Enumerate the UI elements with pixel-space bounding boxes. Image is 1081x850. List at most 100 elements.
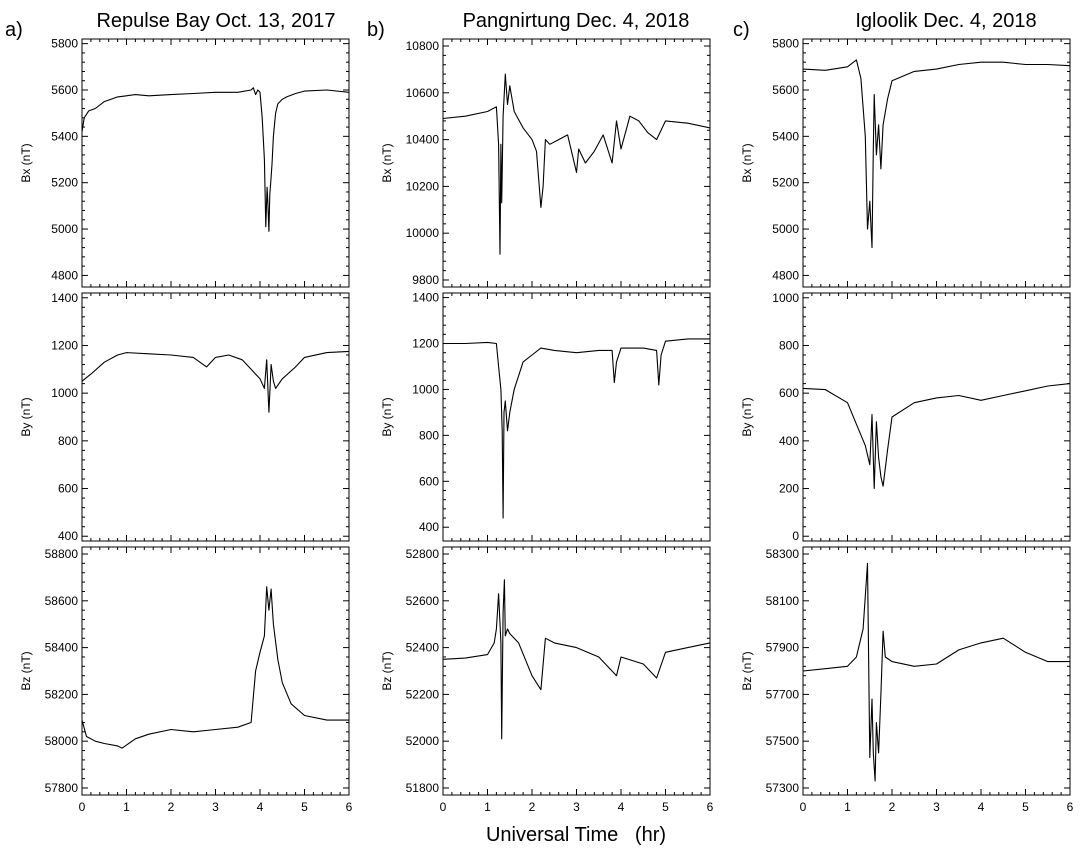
pangnirtung-bz-xtick-label: 0 <box>440 800 447 814</box>
pangnirtung-by-ytick-label: 800 <box>419 428 439 442</box>
igloolik-bz-xtick-label: 6 <box>1067 800 1074 814</box>
pangnirtung-bx-ytick-label: 10800 <box>406 39 440 53</box>
igloolik-bz-panel: 57300 57500 57700 57900 58100 58300 0 1 2 3 4 5 6 Bz … <box>740 546 1074 814</box>
pangnirtung-bz-xtick-label: 5 <box>662 800 669 814</box>
igloolik-bz-frame <box>802 546 1071 796</box>
repulse-bay-by-frame <box>81 292 350 542</box>
repulse-bay-bx-ytick-label: 5400 <box>51 129 78 143</box>
igloolik-bz-ytick-label: 57900 <box>766 641 800 655</box>
pangnirtung-by-ytick-label: 400 <box>419 520 439 534</box>
pangnirtung-by-ylabel: By (nT) <box>380 397 394 436</box>
repulse-bay-by-ytick-label: 600 <box>58 482 78 496</box>
igloolik-by-panel: 0 200 400 600 800 1000 By (nT) <box>740 291 1071 543</box>
igloolik-by-frame <box>802 292 1071 542</box>
pangnirtung-bx-ytick-label: 10600 <box>406 86 440 100</box>
igloolik-bz-xtick-label: 5 <box>1022 800 1029 814</box>
igloolik-by-trace <box>802 383 1071 490</box>
repulse-bay-bx-ytick-label: 5800 <box>51 37 78 51</box>
repulse-bay-bz-xtick-label: 5 <box>301 800 308 814</box>
repulse-bay-bx-ytick-label: 5600 <box>51 83 78 97</box>
igloolik-bx-ytick-label: 5400 <box>772 129 799 143</box>
pangnirtung-bz-ytick-label: 52800 <box>406 547 440 561</box>
pangnirtung-bx-ytick-label: 9800 <box>412 273 439 287</box>
pangnirtung-by-trace <box>443 338 710 519</box>
igloolik-bz-xtick-label: 1 <box>844 800 851 814</box>
repulse-bay-by-ytick-label: 1400 <box>51 291 78 305</box>
pangnirtung-bx-panel: 9800 10000 10200 10400 10600 10800 Bx (nT) <box>380 38 711 288</box>
pangnirtung-bz-xtick-label: 6 <box>707 800 714 814</box>
repulse-bay-bz-panel: 57800 58000 58200 58400 58600 58800 0 1 2 3 4 5 6 Bz … <box>19 546 353 814</box>
igloolik-bz-xtick-label: 3 <box>933 800 940 814</box>
repulse-bay-by-ytick-label: 1200 <box>51 338 78 352</box>
pangnirtung-bz-trace <box>442 579 711 740</box>
igloolik-by-ytick-label: 0 <box>792 529 799 543</box>
repulse-bay-bz-ytick-label: 58000 <box>45 734 79 748</box>
repulse-bay-bz-ytick-label: 58200 <box>45 687 79 701</box>
repulse-bay-bz-xtick-label: 1 <box>123 800 130 814</box>
pangnirtung-bz-ytick-label: 52200 <box>406 687 440 701</box>
pangnirtung-bz-xtick-label: 2 <box>529 800 536 814</box>
x-axis-label: Universal Time (hr) <box>486 824 666 846</box>
igloolik-bx-trace <box>802 59 1071 249</box>
igloolik-bz-ytick-label: 57300 <box>766 781 800 795</box>
title-pangnirtung: Pangnirtung Dec. 4, 2018 <box>463 10 690 32</box>
repulse-bay-bz-xtick-label: 3 <box>212 800 219 814</box>
pangnirtung-by-ytick-label: 1400 <box>412 291 439 305</box>
igloolik-by-ytick-label: 200 <box>779 482 799 496</box>
pangnirtung-by-panel: 400 600 800 1000 1200 1400 By (nT) <box>380 291 711 542</box>
pangnirtung-bz-panel: 51800 52000 52200 52400 52600 52800 0 1 2 3 4 5 6 Bz … <box>380 546 714 814</box>
igloolik-bz-ylabel: Bz (nT) <box>740 651 754 690</box>
pangnirtung-bx-ytick-label: 10400 <box>406 133 440 147</box>
igloolik-bx-ytick-label: 4800 <box>772 268 799 282</box>
panel-letter-c: c) <box>733 19 750 41</box>
pangnirtung-bz-ytick-label: 52600 <box>406 594 440 608</box>
repulse-bay-by-ylabel: By (nT) <box>19 397 33 436</box>
title-repulse-bay: Repulse Bay Oct. 13, 2017 <box>96 10 335 32</box>
repulse-bay-by-trace <box>81 350 350 413</box>
pangnirtung-bx-ylabel: Bx (nT) <box>380 143 394 182</box>
igloolik-bz-xtick-label: 2 <box>889 800 896 814</box>
igloolik-bx-panel: 4800 5000 5200 5400 5600 5800 Bx (nT) <box>740 37 1071 288</box>
repulse-bay-by-ytick-label: 800 <box>58 434 78 448</box>
igloolik-bx-ytick-label: 5800 <box>772 37 799 51</box>
igloolik-bz-xtick-label: 4 <box>978 800 985 814</box>
igloolik-bz-ytick-label: 58100 <box>766 594 800 608</box>
pangnirtung-bx-ytick-label: 10200 <box>406 179 440 193</box>
pangnirtung-by-ytick-label: 1200 <box>412 337 439 351</box>
igloolik-by-ytick-label: 600 <box>779 386 799 400</box>
repulse-bay-bz-ytick-label: 58600 <box>45 594 79 608</box>
repulse-bay-bz-ytick-label: 58400 <box>45 641 79 655</box>
pangnirtung-bx-frame <box>442 38 711 288</box>
pangnirtung-bz-xtick-label: 4 <box>618 800 625 814</box>
pangnirtung-bz-xtick-label: 3 <box>573 800 580 814</box>
repulse-bay-bz-ylabel: Bz (nT) <box>19 651 33 690</box>
igloolik-bz-trace <box>802 562 1070 782</box>
igloolik-bx-frame <box>802 38 1071 288</box>
repulse-bay-bx-ylabel: Bx (nT) <box>19 143 33 182</box>
pangnirtung-bz-ytick-label: 51800 <box>406 781 440 795</box>
title-igloolik: Igloolik Dec. 4, 2018 <box>855 10 1036 32</box>
repulse-bay-bz-frame <box>81 546 350 796</box>
igloolik-by-ylabel: By (nT) <box>740 397 754 436</box>
pangnirtung-by-ytick-label: 600 <box>419 474 439 488</box>
igloolik-bz-xtick-label: 0 <box>800 800 807 814</box>
igloolik-by-ytick-label: 800 <box>779 338 799 352</box>
pangnirtung-bz-xtick-label: 1 <box>484 800 491 814</box>
pangnirtung-bx-trace <box>442 73 711 255</box>
pangnirtung-by-frame <box>442 292 711 542</box>
pangnirtung-bx-ytick-label: 10000 <box>406 226 440 240</box>
repulse-bay-bz-xtick-label: 4 <box>257 800 264 814</box>
igloolik-bx-ytick-label: 5200 <box>772 176 799 190</box>
repulse-bay-bx-panel: 4800 5000 5200 5400 5600 5800 Bx (nT) <box>19 37 350 288</box>
repulse-bay-by-ytick-label: 400 <box>58 529 78 543</box>
repulse-bay-by-panel: 400 600 800 1000 1200 1400 By (nT) <box>19 291 350 543</box>
repulse-bay-bz-xtick-label: 6 <box>346 800 353 814</box>
repulse-bay-bx-trace <box>81 87 350 232</box>
pangnirtung-bz-frame <box>442 546 711 796</box>
panel-letter-b: b) <box>367 19 385 41</box>
igloolik-bx-ytick-label: 5600 <box>772 83 799 97</box>
repulse-bay-bx-frame <box>81 38 350 288</box>
igloolik-bz-ytick-label: 58300 <box>766 547 800 561</box>
repulse-bay-by-ytick-label: 1000 <box>51 386 78 400</box>
